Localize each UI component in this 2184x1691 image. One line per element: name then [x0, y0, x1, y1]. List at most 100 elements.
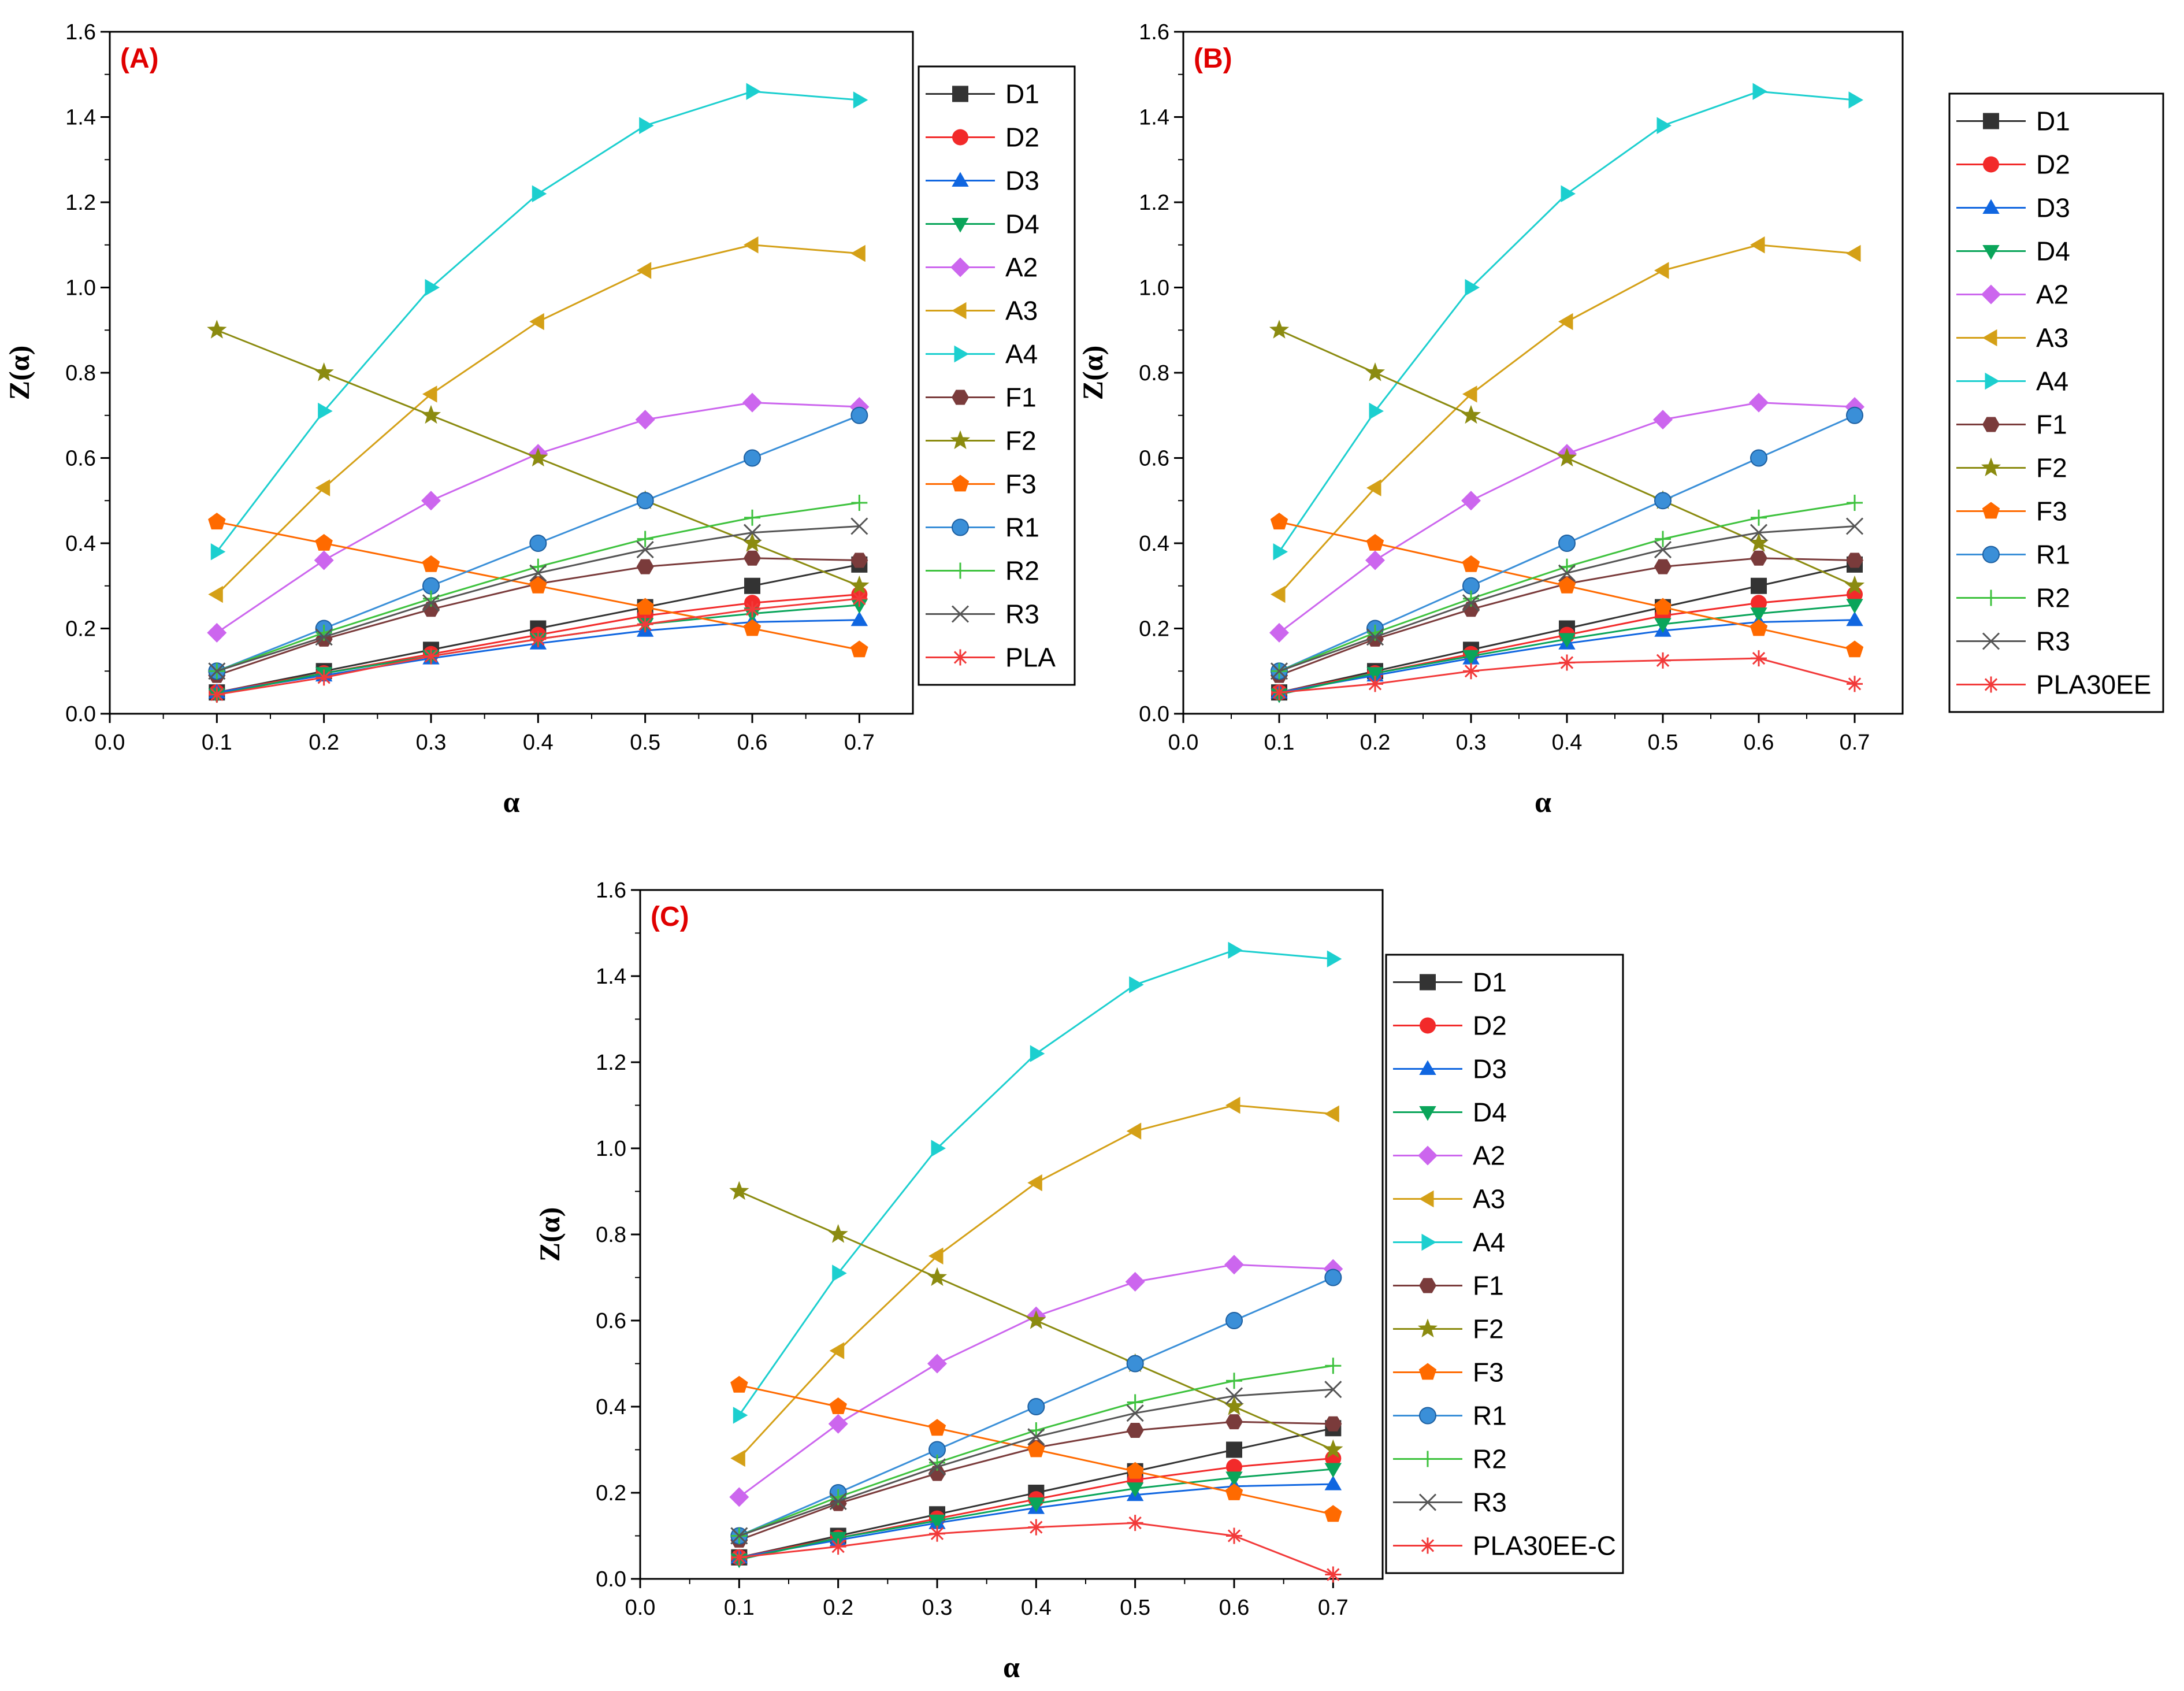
legend-marker	[950, 257, 970, 277]
x-tick-label: 0.1	[724, 1596, 755, 1620]
data-point	[532, 185, 547, 202]
data-point	[1656, 117, 1672, 134]
data-point	[1366, 628, 1384, 646]
legend-label: D1	[1005, 79, 1039, 109]
data-point	[1752, 83, 1767, 100]
data-point	[529, 535, 547, 552]
x-tick-label: 0.4	[523, 730, 554, 755]
legend-marker	[1982, 245, 2000, 260]
series-a4	[733, 941, 1342, 1424]
data-point	[744, 577, 760, 594]
legend-marker	[1420, 1537, 1436, 1554]
data-point	[1847, 676, 1863, 692]
y-tick-label: 0.4	[65, 532, 96, 556]
legend-label: D4	[1473, 1097, 1507, 1128]
data-point	[1225, 1387, 1243, 1405]
data-point	[729, 1487, 749, 1507]
legend-label: F1	[2036, 410, 2067, 440]
legend-marker	[1985, 372, 2000, 390]
x-tick-label: 0.2	[823, 1596, 853, 1620]
legend-label: A4	[2036, 366, 2068, 396]
data-point	[1750, 449, 1767, 467]
data-point	[1462, 555, 1480, 572]
data-point	[1844, 575, 1865, 595]
legend-item-pla30ee: PLA30EE	[1956, 670, 2151, 700]
legend-marker	[1418, 1145, 1438, 1166]
plot-frame	[639, 889, 1384, 1580]
legend-label: A3	[1005, 296, 1038, 326]
x-tick-label: 0.0	[625, 1596, 656, 1620]
data-point	[1270, 662, 1288, 680]
data-point	[1327, 950, 1342, 967]
data-point	[928, 1514, 946, 1530]
data-point	[830, 1538, 846, 1555]
y-tick-label: 0.2	[65, 617, 96, 641]
series-a2	[207, 392, 870, 643]
series-a4	[210, 83, 868, 561]
data-point	[1751, 509, 1767, 526]
series-f3	[208, 513, 868, 658]
data-point	[1127, 1394, 1143, 1411]
data-point	[1750, 236, 1765, 254]
legend-item-f2: F2	[926, 426, 1037, 456]
y-tick-label: 0.8	[65, 361, 96, 385]
legend-item-a3: A3	[926, 296, 1038, 326]
legend-label: R2	[2036, 583, 2070, 613]
data-point	[743, 619, 762, 636]
legend-item-f1: F1	[1393, 1271, 1504, 1301]
data-point	[1463, 663, 1479, 680]
legend-marker	[1982, 199, 2000, 214]
legend-marker	[952, 562, 968, 579]
data-point	[730, 1527, 748, 1545]
legend: D1 D2 D3 D4 A2 A3 A4 F1 F2 F3 R1 R2 R3 PLA30EE	[1948, 92, 2164, 713]
legend-marker	[1982, 329, 1997, 347]
legend-marker	[954, 345, 969, 363]
data-point	[315, 534, 333, 551]
legend-marker	[1982, 546, 2000, 563]
legend-item-a3: A3	[1393, 1184, 1505, 1214]
data-point	[1226, 1441, 1242, 1458]
legend-label: F2	[1473, 1314, 1504, 1344]
data-point	[422, 602, 440, 617]
data-point	[1224, 1255, 1244, 1275]
legend-label: A2	[1005, 253, 1038, 283]
data-point	[421, 405, 441, 424]
legend-item-a4: A4	[1393, 1228, 1505, 1258]
data-point	[1126, 1355, 1144, 1373]
y-tick-label: 0.4	[596, 1395, 626, 1419]
x-tick-label: 0.6	[737, 730, 768, 755]
data-point	[744, 236, 759, 254]
data-point	[1751, 650, 1767, 667]
data-point	[1126, 1404, 1144, 1422]
data-point	[931, 1140, 946, 1157]
series-f2	[207, 320, 870, 595]
data-point	[1325, 1566, 1342, 1583]
data-point	[1749, 392, 1769, 413]
data-point	[529, 313, 544, 331]
data-point	[1324, 1381, 1342, 1399]
data-point	[744, 601, 760, 618]
data-point	[207, 622, 227, 643]
data-point	[208, 662, 226, 680]
data-point	[530, 631, 547, 647]
legend-marker	[1982, 502, 2000, 519]
legend-marker	[1420, 974, 1436, 991]
legend-marker	[1982, 417, 2000, 432]
data-point	[1324, 1505, 1342, 1522]
data-point	[1465, 279, 1480, 296]
data-point	[1559, 654, 1575, 671]
y-tick-label: 0.8	[1139, 361, 1169, 385]
data-point	[637, 616, 653, 633]
y-axis-title: Z(α)	[3, 346, 35, 400]
x-tick-label: 0.4	[1552, 730, 1583, 755]
legend-label: F2	[2036, 453, 2067, 483]
series-r3	[730, 1381, 1342, 1545]
legend-marker	[1420, 1451, 1436, 1467]
data-point	[744, 550, 761, 566]
series-a3	[1271, 236, 1861, 603]
data-point	[636, 559, 654, 574]
legend-item-a3: A3	[1956, 323, 2068, 353]
legend-marker	[1981, 457, 2001, 477]
x-tick-label: 0.7	[844, 730, 875, 755]
y-tick-label: 1.0	[1139, 276, 1169, 301]
